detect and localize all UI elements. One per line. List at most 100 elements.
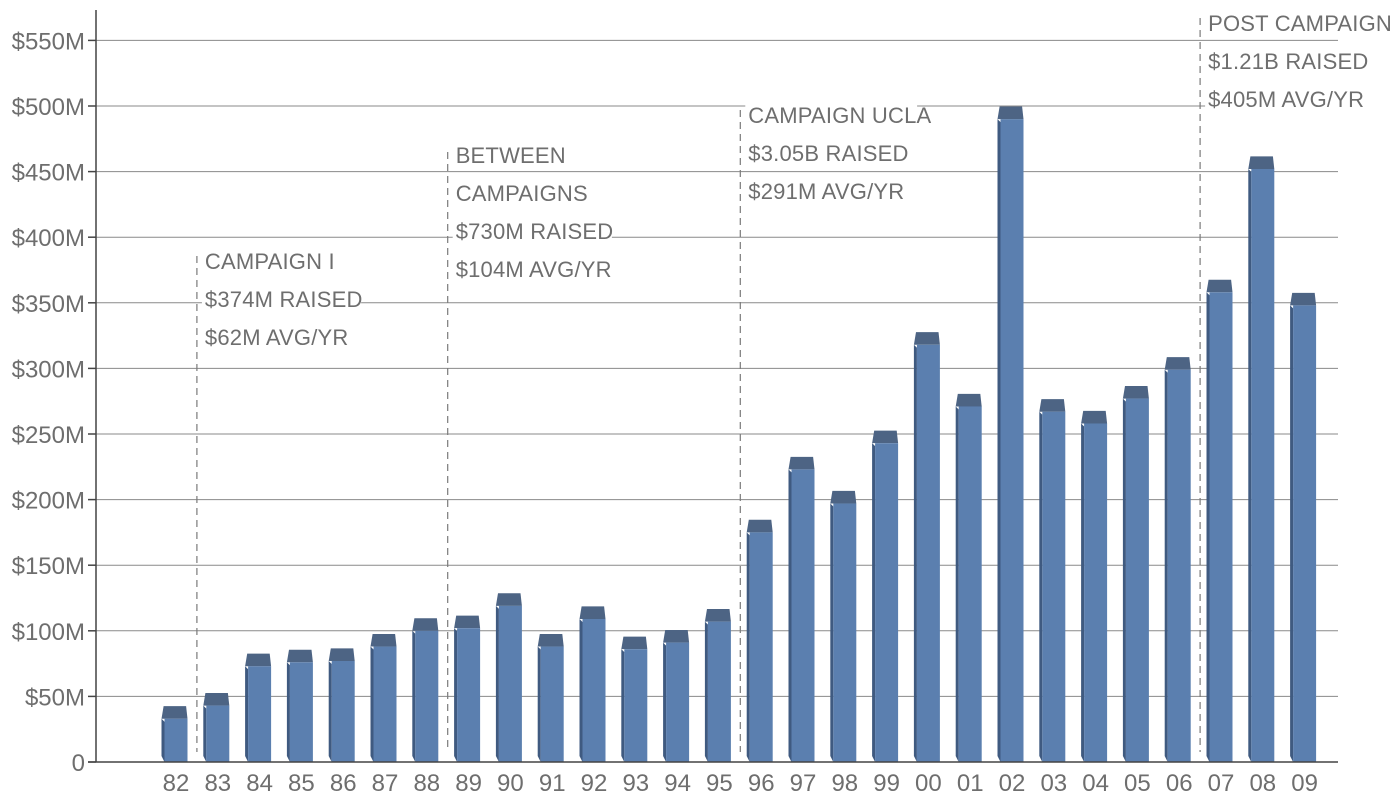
bar-top — [704, 609, 731, 622]
axes — [88, 10, 1338, 763]
x-tick-label: 04 — [1082, 770, 1109, 795]
bar-front — [164, 718, 188, 762]
bar-top — [1206, 279, 1233, 293]
bar-88 — [412, 618, 439, 762]
bar-front — [582, 618, 606, 762]
bar-front — [791, 469, 815, 762]
bar-front — [1042, 411, 1066, 762]
bar-98 — [830, 490, 857, 762]
bar-top — [286, 649, 313, 663]
bar-top — [412, 618, 439, 631]
x-tick-label: 85 — [288, 770, 315, 795]
annotation-line: $374M RAISED — [205, 287, 363, 312]
x-tick-label: 99 — [873, 770, 900, 795]
y-tick-label: $250M — [12, 422, 85, 449]
bar-97 — [788, 456, 815, 762]
bar-front — [1251, 168, 1275, 762]
bar-top — [370, 633, 397, 647]
x-tick-label: 83 — [204, 770, 231, 795]
bar-side — [579, 618, 583, 762]
x-tick-label: 07 — [1208, 770, 1235, 795]
bar-side — [663, 642, 667, 762]
x-tick-label: 09 — [1291, 770, 1318, 795]
x-tick-label: 03 — [1040, 770, 1067, 795]
bar-side — [537, 646, 541, 762]
bar-side — [955, 406, 959, 762]
bar-side — [454, 628, 458, 762]
bar-top — [328, 648, 355, 661]
bar-87 — [370, 633, 397, 762]
x-tick-label: 96 — [748, 770, 775, 795]
bar-side — [621, 649, 625, 762]
bar-top — [579, 606, 606, 619]
x-tick-label: 84 — [246, 770, 273, 795]
bar-front — [916, 344, 940, 762]
bar-07 — [1206, 279, 1233, 762]
x-tick-label: 95 — [706, 770, 733, 795]
annotation-line: $730M RAISED — [456, 219, 614, 244]
bar-front — [958, 406, 982, 762]
bar-91 — [537, 633, 564, 762]
bar-top — [746, 519, 773, 533]
bar-08 — [1248, 156, 1275, 762]
bar-side — [872, 443, 876, 762]
bar-top — [955, 393, 982, 407]
bar-06 — [1164, 357, 1191, 762]
bar-front — [206, 705, 230, 762]
bar-side — [1039, 411, 1043, 762]
bar-top — [830, 490, 857, 504]
y-tick-label: $200M — [12, 488, 85, 515]
bar-top — [621, 636, 648, 650]
x-tick-label: 93 — [622, 770, 649, 795]
bar-02 — [997, 106, 1024, 763]
x-tick-label: 06 — [1166, 770, 1193, 795]
campaign-annotation: BETWEEN CAMPAIGNS $730M RAISED $104M AVG/YR — [452, 142, 614, 284]
bar-03 — [1039, 399, 1066, 762]
annotation-line: BETWEEN — [456, 143, 566, 168]
bar-side — [328, 660, 332, 762]
x-tick-label: 08 — [1249, 770, 1276, 795]
bar-front — [1125, 398, 1149, 762]
bar-side — [746, 532, 750, 762]
bar-side — [370, 646, 374, 762]
annotation-backdrop — [1205, 86, 1365, 114]
x-tick-labels: 82 83 84 85 86 87 88 89 90 91 92 93 94 95 96 97 98 99 00 01… — [163, 770, 1318, 795]
bar-front — [331, 660, 355, 762]
bar-top — [872, 430, 899, 444]
bar-side — [1081, 423, 1085, 762]
bar-86 — [328, 648, 355, 762]
bar-front — [373, 646, 397, 762]
annotation-line: CAMPAIGN I — [205, 249, 335, 274]
bar-top — [245, 653, 272, 667]
bar-top — [537, 633, 564, 647]
annotation-line: $1.21B RAISED — [1208, 49, 1368, 74]
bar-top — [454, 615, 481, 629]
bar-top — [913, 332, 940, 345]
bar-front — [1167, 369, 1191, 762]
bar-top — [1290, 292, 1317, 306]
bar-side — [704, 621, 708, 762]
annotation-backdrop — [201, 286, 362, 314]
bar-front — [666, 642, 690, 762]
bar-side — [1248, 168, 1252, 762]
campaign-annotation: POST CAMPAIGN $1.21B RAISED $405M AVG/YR — [1205, 10, 1390, 114]
y-tick-label: $100M — [12, 619, 85, 646]
bar-front — [415, 630, 439, 762]
bar-front — [498, 605, 522, 762]
bar-85 — [286, 649, 313, 762]
x-tick-label: 89 — [455, 770, 482, 795]
bar-front — [707, 621, 731, 762]
y-tick-label: $350M — [12, 291, 85, 318]
bar-top — [1122, 385, 1149, 399]
x-tick-label: 97 — [790, 770, 817, 795]
x-tick-label: 94 — [664, 770, 691, 795]
annotation-backdrop — [745, 178, 905, 206]
bar-top — [663, 630, 690, 643]
bar-side — [830, 503, 834, 762]
bar-side — [495, 605, 499, 762]
bar-front — [248, 666, 272, 762]
x-tick-label: 02 — [999, 770, 1026, 795]
bar-96 — [746, 519, 773, 762]
bar-top — [788, 456, 815, 470]
bar-front — [289, 662, 313, 762]
